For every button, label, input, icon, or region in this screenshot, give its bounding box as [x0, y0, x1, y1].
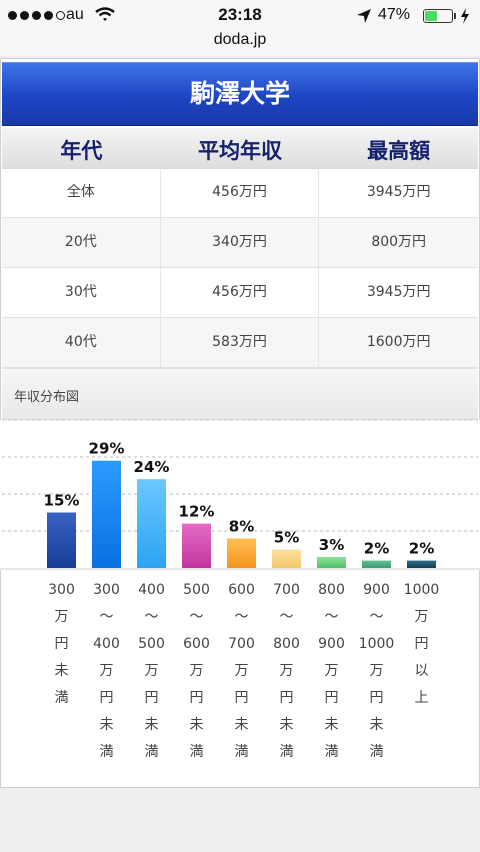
table-cell-age: 全体: [2, 168, 161, 217]
signal-strength-icon: [8, 11, 65, 20]
chart-x-tick-label: 700 〜 800 万 円 未 満: [273, 582, 300, 760]
table-row: 30代 456万円 3945万円: [2, 268, 478, 318]
url-domain: doda.jp: [213, 31, 267, 48]
chart-data-label: 8%: [229, 517, 254, 535]
chart-x-tick-label: 300 〜 400 万 円 未 満: [93, 582, 120, 760]
chart-data-label: 15%: [44, 492, 80, 510]
table-cell-max: 1600万円: [366, 334, 431, 350]
header-age: 年代: [60, 139, 103, 163]
chart-x-tick-label: 500 〜 600 万 円 未 満: [183, 582, 210, 760]
chart-data-label: 5%: [274, 529, 299, 547]
chart-data-label: 2%: [364, 540, 389, 558]
table-cell-age: 20代: [2, 218, 161, 267]
chart-bar: [92, 460, 121, 568]
chart-bar: [362, 560, 391, 568]
status-bar: au 23:18 47%: [0, 0, 480, 30]
chart-data-label: 29%: [89, 440, 125, 458]
income-distribution-chart: 15% 29% 24% 12% 8% 5% 3% 2% 2%: [0, 420, 480, 570]
table-header: 年代 平均年収 最高額: [2, 128, 478, 169]
header-max-income: 最高額: [367, 139, 431, 163]
table-row: 20代 340万円 800万円: [2, 218, 478, 268]
salary-table: 全体 456万円 3945万円 20代 340万円 800万円 30代 456万…: [2, 168, 478, 368]
chart-bar: [47, 512, 76, 568]
status-time: 23:18: [218, 5, 262, 24]
chart-bar: [272, 549, 301, 568]
location-arrow-icon: [357, 9, 371, 23]
table-cell-average: 583万円: [161, 318, 320, 367]
chart-bar: [182, 523, 211, 568]
header-average-income: 平均年収: [198, 139, 282, 163]
address-bar[interactable]: doda.jp: [0, 30, 480, 56]
table-cell-age: 40代: [2, 318, 161, 367]
battery-tip: [454, 13, 456, 19]
wifi-icon: [95, 7, 115, 21]
chart-bar: [227, 538, 256, 568]
charging-bolt-icon: [461, 8, 469, 24]
table-row: 40代 583万円 1600万円: [2, 318, 478, 368]
table-row: 全体 456万円 3945万円: [2, 168, 478, 218]
chart-x-tick-label: 300 万 円 未 満: [48, 582, 75, 706]
chart-x-labels: 300 万 円 未 満 300 〜 400 万 円 未 満 400 〜 500 万 …: [0, 577, 480, 777]
chart-bar: [137, 479, 166, 568]
table-cell-average: 340万円: [161, 218, 320, 267]
chart-data-label: 3%: [319, 536, 344, 554]
chart-bar: [407, 560, 436, 568]
table-cell-average: 456万円: [161, 168, 320, 217]
chart-x-tick-label: 800 〜 900 万 円 未 満: [318, 582, 345, 760]
chart-x-tick-label: 600 〜 700 万 円 未 満: [228, 582, 255, 760]
chart-data-label: 12%: [179, 503, 215, 521]
chart-x-tick-label: 1000 万 円 以 上: [403, 582, 440, 706]
carrier-name: au: [66, 6, 84, 23]
chart-data-label: 2%: [409, 540, 434, 558]
distribution-title: 年収分布図: [14, 390, 80, 405]
chart-data-label: 24%: [134, 458, 170, 476]
table-cell-age: 30代: [2, 268, 161, 317]
battery-percentage: 47%: [378, 6, 411, 23]
table-cell-max: 3945万円: [366, 184, 431, 200]
chart-x-tick-label: 400 〜 500 万 円 未 満: [138, 582, 165, 760]
chart-x-tick-label: 900 〜 1000 万 円 未 満: [358, 582, 395, 760]
table-cell-average: 456万円: [161, 268, 320, 317]
table-cell-max: 3945万円: [366, 284, 431, 300]
distribution-section-label: 年収分布図: [2, 368, 478, 420]
battery-icon: [423, 9, 453, 23]
chart-bar: [317, 556, 346, 568]
table-cell-max: 800万円: [371, 234, 427, 250]
page-title: 駒澤大学: [2, 62, 478, 126]
